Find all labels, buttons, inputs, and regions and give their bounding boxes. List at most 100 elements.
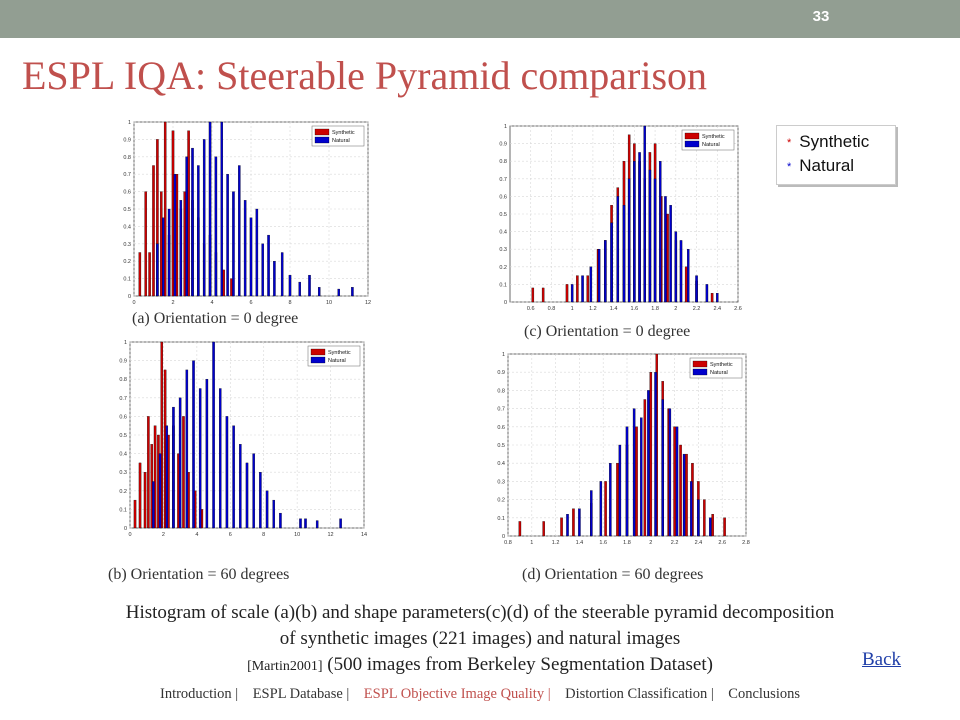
y-tick-label: 0.1 (497, 516, 505, 522)
bar-natural (272, 499, 275, 529)
bar-synthetic (673, 426, 676, 537)
legend-synthetic: * Synthetic (787, 132, 869, 152)
x-tick-label: 2 (649, 540, 652, 546)
x-tick-label: 6 (229, 532, 232, 538)
bar-natural (225, 416, 229, 529)
bar-synthetic (723, 517, 726, 537)
bar-natural (638, 152, 641, 303)
bar-synthetic (160, 341, 164, 529)
bar-natural (616, 196, 620, 303)
bar-natural (653, 178, 657, 303)
bar-natural (581, 275, 584, 303)
y-tick-label: 0.1 (499, 282, 507, 288)
x-tick-label: 4 (210, 300, 213, 306)
nav-conclusions[interactable]: Conclusions (728, 686, 800, 702)
bar-natural (191, 147, 194, 297)
x-tick-label: 1.4 (576, 540, 584, 546)
bar-synthetic (133, 499, 137, 529)
legend-swatch (310, 348, 326, 356)
bar-natural (172, 406, 175, 529)
y-tick-label: 0.5 (119, 433, 127, 439)
bar-natural (279, 512, 282, 529)
x-tick-label: 2.4 (695, 540, 703, 546)
description-line-3: [Martin2001] (500 images from Berkeley S… (20, 652, 940, 680)
legend-swatch (684, 132, 700, 140)
bar-natural (205, 379, 209, 529)
y-tick-label: 0.9 (119, 359, 127, 365)
x-tick-label: 2.6 (718, 540, 726, 546)
legend-entry: Synthetic (332, 130, 355, 136)
bar-natural (570, 284, 574, 303)
y-tick-label: 0.3 (119, 470, 127, 476)
bar-natural (654, 372, 657, 537)
bar-synthetic (703, 499, 706, 537)
y-tick-label: 0.7 (499, 177, 507, 183)
back-link[interactable]: Back (862, 649, 902, 670)
bar-natural (156, 243, 159, 297)
bar-natural (198, 388, 202, 529)
nav-espl-objective-iq[interactable]: ESPL Objective Image Quality | (363, 686, 551, 702)
bar-natural (661, 399, 664, 537)
x-tick-label: 14 (361, 532, 367, 538)
bar-synthetic (666, 213, 669, 303)
caption-d: (d) Orientation = 60 degrees (522, 566, 704, 583)
bar-synthetic (572, 508, 575, 537)
bar-natural (589, 266, 593, 303)
bar-synthetic (586, 275, 589, 303)
bar-natural (622, 205, 626, 303)
figure-description: Histogram of scale (a)(b) and shape para… (20, 600, 940, 680)
legend-swatch (314, 136, 330, 144)
bar-natural (339, 518, 342, 529)
bar-synthetic (138, 462, 142, 529)
x-tick-label: 4 (195, 532, 198, 538)
y-tick-label: 0.3 (499, 247, 507, 253)
bar-synthetic (143, 472, 147, 529)
x-tick-label: 0 (132, 300, 135, 306)
description-line-2: of synthetic images (221 images) and nat… (279, 628, 681, 649)
y-tick-label: 0.6 (499, 194, 507, 200)
histogram-chart-d: 0 0.1 0.2 0.3 0.4 0.5 0.6 0.7 0.8 0.9 1 0.8 1 1.2 1.4 1… (497, 352, 750, 546)
bar-natural (643, 125, 646, 303)
bar-synthetic (649, 372, 653, 537)
bar-natural (288, 274, 292, 297)
y-tick-label: 0 (128, 294, 131, 300)
bar-natural (705, 284, 709, 303)
bar-synthetic (518, 521, 522, 537)
y-tick-label: 1 (504, 124, 507, 130)
nav-distortion-classification[interactable]: Distortion Classification | (565, 686, 714, 702)
bar-natural (578, 508, 581, 537)
bar-natural (351, 287, 354, 297)
y-tick-label: 0.9 (499, 142, 507, 148)
bar-natural (252, 453, 255, 529)
y-tick-label: 0.5 (123, 207, 131, 213)
x-tick-label: 2 (171, 300, 174, 306)
bar-natural (158, 453, 162, 529)
bar-synthetic (679, 444, 682, 537)
y-tick-label: 0.6 (497, 425, 505, 431)
bar-natural (238, 165, 241, 297)
bar-natural (566, 514, 569, 537)
y-tick-label: 1 (124, 340, 127, 346)
y-tick-label: 0.2 (119, 489, 127, 495)
y-tick-label: 0.4 (497, 461, 505, 467)
bar-synthetic (138, 252, 142, 297)
bar-natural (690, 481, 693, 537)
legend-box: * Synthetic * Natural (776, 125, 896, 185)
y-tick-label: 0 (124, 526, 127, 532)
legend-entry: Natural (710, 370, 728, 376)
bar-synthetic (153, 425, 157, 529)
nav-introduction[interactable]: Introduction | (159, 686, 239, 702)
legend-natural: * Natural (787, 156, 854, 176)
x-tick-label: 2.2 (671, 540, 679, 546)
bar-synthetic (711, 514, 714, 537)
legend-entry: Synthetic (702, 134, 725, 140)
bar-natural (232, 425, 235, 529)
x-tick-label: 0.8 (548, 306, 556, 312)
x-tick-label: 2.8 (742, 540, 750, 546)
x-tick-label: 1.2 (552, 540, 560, 546)
bar-natural (219, 388, 222, 529)
bar-natural (679, 240, 683, 303)
bar-synthetic (163, 121, 167, 297)
y-tick-label: 0.5 (499, 212, 507, 218)
nav-espl-database[interactable]: ESPL Database | (252, 686, 350, 702)
